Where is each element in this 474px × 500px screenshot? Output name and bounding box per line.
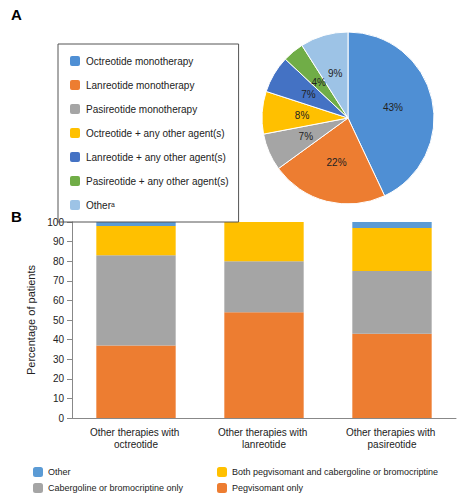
svg-text:10: 10 xyxy=(53,393,65,404)
svg-text:B: B xyxy=(11,208,22,225)
svg-text:lanreotide: lanreotide xyxy=(242,439,286,450)
svg-text:70: 70 xyxy=(53,275,65,286)
svg-text:8%: 8% xyxy=(295,110,310,121)
svg-text:7%: 7% xyxy=(299,131,314,142)
svg-text:100: 100 xyxy=(47,216,64,228)
svg-text:A: A xyxy=(11,6,22,23)
svg-text:Other therapies with: Other therapies with xyxy=(90,427,182,438)
svg-text:4%: 4% xyxy=(311,77,326,88)
svg-text:43%: 43% xyxy=(383,102,403,113)
svg-text:0: 0 xyxy=(58,413,64,424)
svg-text:pasireotide: pasireotide xyxy=(368,439,417,450)
svg-text:Both pegvisomant and cabergoli: Both pegvisomant and cabergoline or brom… xyxy=(232,467,438,477)
svg-text:Cabergoline or bromocriptine o: Cabergoline or bromocriptine only xyxy=(48,483,184,493)
svg-text:Otherᵃ: Otherᵃ xyxy=(86,200,115,211)
svg-text:30: 30 xyxy=(53,354,65,365)
svg-text:7%: 7% xyxy=(301,89,316,100)
svg-text:9%: 9% xyxy=(328,68,343,79)
svg-text:80: 80 xyxy=(53,256,65,267)
svg-text:Octreotide monotherapy: Octreotide monotherapy xyxy=(86,56,193,67)
svg-text:Pegvisomant only: Pegvisomant only xyxy=(232,483,304,493)
svg-text:octreotide: octreotide xyxy=(114,439,158,450)
svg-text:Other therapies with: Other therapies with xyxy=(346,427,438,438)
svg-text:Other: Other xyxy=(48,467,71,477)
svg-text:22%: 22% xyxy=(327,157,347,168)
svg-text:40: 40 xyxy=(53,334,65,345)
svg-text:Percentage of patients: Percentage of patients xyxy=(25,264,37,375)
svg-text:Lanreotide monotherapy: Lanreotide monotherapy xyxy=(86,80,194,91)
svg-text:Other therapies with: Other therapies with xyxy=(218,427,310,438)
svg-text:Pasireotide monotherapy: Pasireotide monotherapy xyxy=(86,104,197,115)
svg-text:Lanreotide + any other agent(s: Lanreotide + any other agent(s) xyxy=(86,152,226,163)
svg-text:50: 50 xyxy=(53,315,65,326)
svg-text:20: 20 xyxy=(53,373,65,384)
svg-text:Pasireotide + any other agent(: Pasireotide + any other agent(s) xyxy=(86,176,229,187)
svg-text:90: 90 xyxy=(53,236,65,247)
svg-text:Octreotide + any other agent(s: Octreotide + any other agent(s) xyxy=(86,128,225,139)
svg-text:60: 60 xyxy=(53,295,65,306)
